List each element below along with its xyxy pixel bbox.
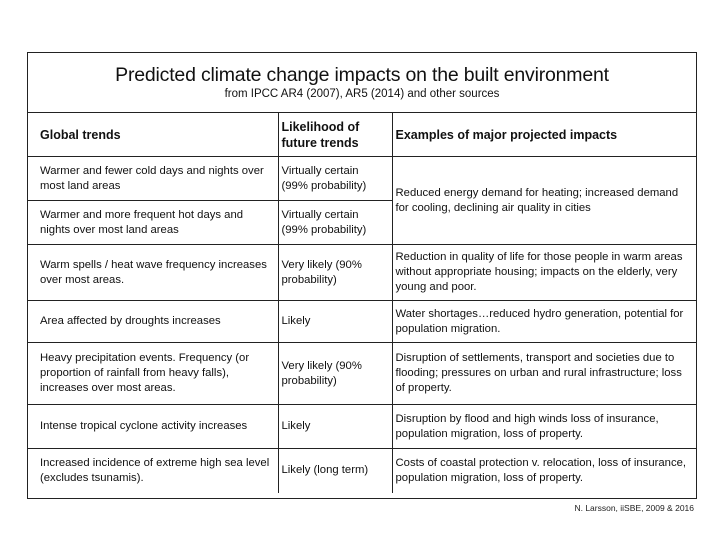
table-row: Area affected by droughts increases Like… (28, 300, 696, 343)
table-row: Heavy precipitation events. Frequency (o… (28, 342, 696, 405)
impact-cell: Disruption of settlements, transport and… (391, 342, 696, 405)
trend-cell: Warmer and fewer cold days and nights ov… (28, 156, 279, 201)
trend-cell: Heavy precipitation events. Frequency (o… (28, 342, 279, 405)
likelihood-cell: Likely (277, 300, 393, 343)
likelihood-cell: Very likely (90% probability) (277, 342, 393, 405)
impact-cell: Disruption by flood and high winds loss … (391, 404, 696, 449)
slide-frame: Predicted climate change impacts on the … (27, 52, 697, 499)
table-row: Increased incidence of extreme high sea … (28, 448, 696, 493)
trend-cell: Intense tropical cyclone activity increa… (28, 404, 279, 449)
trend-cell: Warm spells / heat wave frequency increa… (28, 244, 279, 301)
column-header: Global trends (28, 112, 279, 157)
likelihood-cell: Virtually certain (99% probability) (277, 200, 392, 245)
trend-cell: Increased incidence of extreme high sea … (28, 448, 279, 493)
trend-cell: Warmer and more frequent hot days and ni… (28, 200, 279, 245)
page-title: Predicted climate change impacts on the … (115, 64, 609, 86)
impact-cell: Reduction in quality of life for those p… (391, 244, 696, 301)
credit-note: N. Larsson, iiSBE, 2009 & 2016 (574, 503, 694, 513)
column-header: Examples of major projected impacts (391, 112, 696, 157)
column-header: Likelihood of future trends (277, 112, 393, 157)
likelihood-cell: Virtually certain (99% probability) (277, 156, 393, 201)
page-subtitle: from IPCC AR4 (2007), AR5 (2014) and oth… (224, 88, 500, 100)
table-row: Intense tropical cyclone activity increa… (28, 404, 696, 449)
table-row: Warmer and fewer cold days and nights ov… (28, 156, 696, 245)
likelihood-cell: Likely (277, 404, 393, 449)
impacts-table: Global trends Likelihood of future trend… (28, 112, 696, 493)
impact-cell: Costs of coastal protection v. relocatio… (391, 448, 696, 493)
likelihood-cell: Likely (long term) (277, 448, 393, 493)
table-header-row: Global trends Likelihood of future trend… (28, 112, 696, 157)
trend-cell: Area affected by droughts increases (28, 300, 279, 343)
impact-cell: Reduced energy demand for heating; incre… (391, 156, 696, 245)
impact-cell: Water shortages…reduced hydro generation… (391, 300, 696, 343)
table-row: Warmer and more frequent hot days and ni… (28, 200, 696, 245)
table-row: Warm spells / heat wave frequency increa… (28, 244, 696, 301)
likelihood-cell: Very likely (90% probability) (277, 244, 393, 301)
